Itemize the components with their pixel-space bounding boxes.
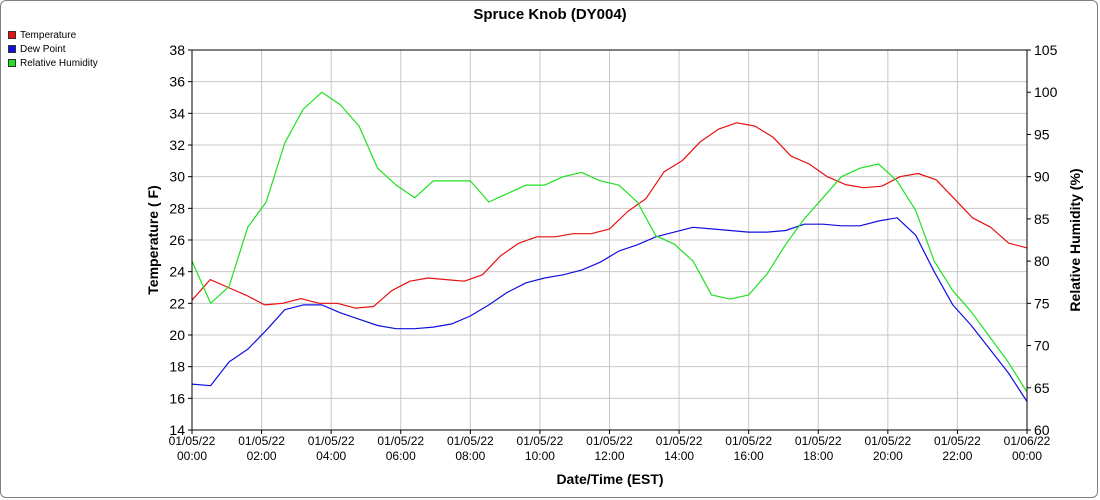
left-tick-label: 16 xyxy=(169,390,185,406)
legend-item-dew-point: Dew Point xyxy=(8,42,98,56)
left-tick-label: 34 xyxy=(169,105,185,121)
left-tick-label: 14 xyxy=(169,422,185,438)
x-tick-label-time: 00:00 xyxy=(177,449,207,463)
left-tick-label: 38 xyxy=(169,42,185,58)
x-tick-label-time: 14:00 xyxy=(664,449,694,463)
x-tick-label-date: 01/06/22 xyxy=(1004,434,1051,448)
right-tick-label: 70 xyxy=(1034,338,1050,354)
x-tick-label-date: 01/05/22 xyxy=(656,434,703,448)
x-tick-label-time: 22:00 xyxy=(942,449,972,463)
series-line-dew-point xyxy=(191,217,1028,402)
left-tick-label: 20 xyxy=(169,327,185,343)
x-axis: 01/05/2200:0001/05/2202:0001/05/2204:000… xyxy=(169,430,1051,463)
x-tick-label-date: 01/05/22 xyxy=(169,434,216,448)
left-axis-label: Temperature ( F) xyxy=(145,185,161,294)
left-tick-label: 22 xyxy=(169,295,185,311)
right-tick-label: 95 xyxy=(1034,126,1050,142)
x-tick-label-date: 01/05/22 xyxy=(377,434,424,448)
chart-title: Spruce Knob (DY004) xyxy=(473,6,626,23)
series-lines xyxy=(191,91,1028,402)
series-line-temperature xyxy=(191,122,1028,309)
left-tick-label: 28 xyxy=(169,200,185,216)
right-tick-label: 100 xyxy=(1034,84,1058,100)
x-tick-label-date: 01/05/22 xyxy=(238,434,285,448)
right-tick-label: 75 xyxy=(1034,295,1050,311)
x-tick-label-time: 20:00 xyxy=(873,449,903,463)
x-tick-label-date: 01/05/22 xyxy=(586,434,633,448)
x-tick-label-date: 01/05/22 xyxy=(934,434,981,448)
right-tick-label: 65 xyxy=(1034,380,1050,396)
right-tick-label: 90 xyxy=(1034,169,1050,185)
x-tick-label-time: 08:00 xyxy=(455,449,485,463)
legend-item-temperature: Temperature xyxy=(8,28,98,42)
legend-swatch-temperature xyxy=(8,31,16,39)
right-tick-label: 60 xyxy=(1034,422,1050,438)
left-axis: 14 16 18 20 22 24 26 28 30 32 34 36 38 xyxy=(169,42,192,438)
x-tick-label-time: 10:00 xyxy=(525,449,555,463)
x-tick-label-time: 12:00 xyxy=(594,449,624,463)
legend: Temperature Dew Point Relative Humidity xyxy=(8,28,98,70)
x-tick-label-time: 04:00 xyxy=(316,449,346,463)
left-tick-label: 26 xyxy=(169,232,185,248)
legend-label-dew-point: Dew Point xyxy=(20,43,66,55)
left-tick-label: 30 xyxy=(169,169,185,185)
x-tick-label-time: 16:00 xyxy=(734,449,764,463)
right-tick-label: 105 xyxy=(1034,42,1058,58)
right-axis-label: Relative Humidity (%) xyxy=(1067,168,1083,311)
legend-item-relative-humidity: Relative Humidity xyxy=(8,56,98,70)
legend-swatch-dew-point xyxy=(8,45,16,53)
left-tick-label: 18 xyxy=(169,359,185,375)
grid xyxy=(191,49,1028,431)
legend-swatch-relative-humidity xyxy=(8,59,16,67)
x-tick-label-time: 02:00 xyxy=(247,449,277,463)
left-tick-label: 36 xyxy=(169,74,185,90)
right-tick-label: 80 xyxy=(1034,253,1050,269)
right-tick-label: 85 xyxy=(1034,211,1050,227)
x-tick-label-date: 01/05/22 xyxy=(517,434,564,448)
left-tick-label: 24 xyxy=(169,264,185,280)
legend-label-relative-humidity: Relative Humidity xyxy=(20,57,98,69)
x-tick-label-time: 06:00 xyxy=(386,449,416,463)
x-tick-label-date: 01/05/22 xyxy=(864,434,911,448)
x-tick-label-date: 01/05/22 xyxy=(725,434,772,448)
x-tick-label-date: 01/05/22 xyxy=(447,434,494,448)
x-tick-label-time: 18:00 xyxy=(803,449,833,463)
legend-label-temperature: Temperature xyxy=(20,29,77,41)
x-tick-label-time: 00:00 xyxy=(1012,449,1042,463)
x-tick-label-date: 01/05/22 xyxy=(308,434,355,448)
series-line-relative-humidity xyxy=(191,91,1028,393)
right-axis: 60 65 70 75 80 85 90 95 100 105 xyxy=(1027,42,1058,438)
x-axis-label: Date/Time (EST) xyxy=(556,471,663,487)
left-tick-label: 32 xyxy=(169,137,185,153)
x-tick-label-date: 01/05/22 xyxy=(795,434,842,448)
